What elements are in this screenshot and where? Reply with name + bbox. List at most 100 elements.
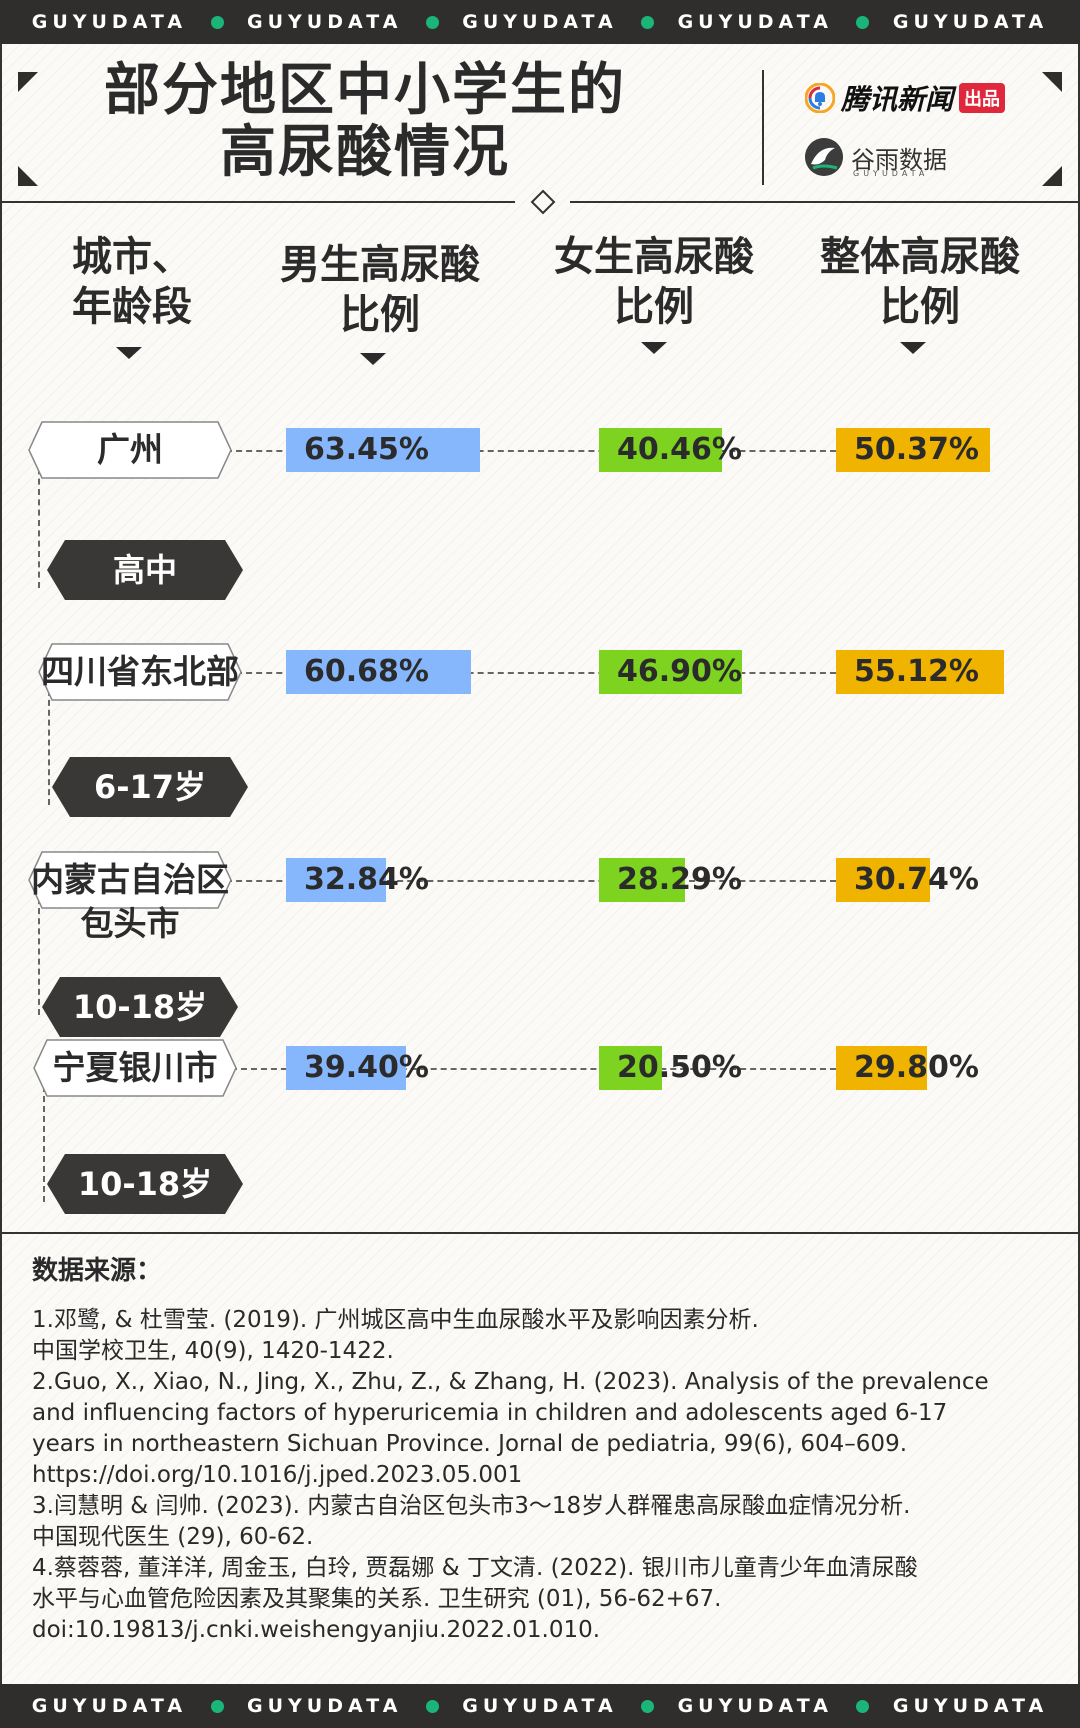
age-tag <box>52 757 248 817</box>
age-tag <box>47 1154 243 1214</box>
header-line: 城市、 <box>72 234 192 280</box>
boys-value-label: 32.84% <box>304 862 429 897</box>
source-line: 1.邓鹭, & 杜雪莹. (2019). 广州城区高中生血尿酸水平及影响因素分析… <box>32 1307 759 1333</box>
age-label: 高中 <box>112 551 177 589</box>
city-line: 宁夏银川市 <box>52 1048 218 1087</box>
boys-value-label: 39.40% <box>304 1050 429 1085</box>
city-pill <box>28 851 232 909</box>
header-overall: 整体高尿酸 比例 <box>790 232 1050 332</box>
guyu-logo: 谷雨数据 GUYUDATA <box>805 138 947 178</box>
source-line: https://doi.org/10.1016/j.jped.2023.05.0… <box>32 1462 523 1488</box>
city-line: 包头市 <box>80 904 180 943</box>
boys-bar <box>286 858 387 902</box>
band-word: GUYUDATA <box>677 1695 833 1717</box>
tencent-news-logo: 腾讯新闻 出品 <box>804 78 1006 118</box>
band-word: GUYUDATA <box>31 11 188 33</box>
header-line: 整体高尿酸 <box>820 234 1020 280</box>
girls-value-label: 40.46% <box>617 432 742 467</box>
sources-divider <box>0 1232 1080 1234</box>
tencent-badge: 出品 <box>959 83 1006 113</box>
bell-icon <box>804 82 836 114</box>
chevron-down-icon <box>116 347 142 359</box>
sources-heading: 数据来源： <box>32 1256 163 1286</box>
sources-section: 数据来源： 1.邓鹭, & 杜雪莹. (2019). 广州城区高中生血尿酸水平及… <box>32 1256 1042 1646</box>
source-line: 中国现代医生 (29), 60-62. <box>32 1524 314 1550</box>
corner-mark <box>1042 72 1062 92</box>
header-divider-right <box>570 201 1080 203</box>
girls-bar <box>599 858 686 902</box>
header-line: 比例 <box>880 284 960 330</box>
bottom-brand-band: GUYUDATA GUYUDATA GUYUDATA GUYUDATA GUYU… <box>0 1684 1080 1728</box>
age-label: 10-18岁 <box>77 1165 213 1203</box>
boys-value-label: 63.45% <box>304 432 429 467</box>
overall-bar <box>836 1046 927 1090</box>
guyu-text: 谷雨数据 <box>851 145 947 174</box>
band-dot <box>641 1699 655 1713</box>
band-word: GUYUDATA <box>892 1695 1049 1717</box>
frame-left <box>0 44 2 1684</box>
city-line: 四川省东北部 <box>41 652 239 691</box>
chevron-down-icon <box>641 342 667 354</box>
girls-bar <box>599 1046 662 1090</box>
overall-bar <box>836 650 1005 694</box>
source-line: and influencing factors of hyperuricemia… <box>32 1400 948 1426</box>
band-dot <box>856 15 870 29</box>
source-line: 2.Guo, X., Xiao, N., Jing, X., Zhu, Z., … <box>32 1369 989 1395</box>
city-pill <box>28 421 232 479</box>
source-line: 4.蔡蓉蓉, 董洋洋, 周金玉, 白玲, 贾磊娜 & 丁文清. (2022). … <box>32 1555 918 1581</box>
city-label: 宁夏银川市 <box>25 1046 245 1090</box>
source-line: 中国学校卫生, 40(9), 1420-1422. <box>32 1338 394 1364</box>
city-pill <box>38 643 242 701</box>
city-label: 内蒙古自治区 包头市 <box>20 858 240 946</box>
header-line: 年龄段 <box>72 284 192 330</box>
band-dot <box>425 1699 439 1713</box>
frame-right <box>1078 44 1080 1684</box>
chevron-down-icon <box>900 342 926 354</box>
chevron-down-icon <box>360 353 386 365</box>
age-tag <box>47 540 243 600</box>
overall-bar <box>836 858 930 902</box>
band-dot <box>856 1699 870 1713</box>
header-line: 女生高尿酸 <box>554 234 754 280</box>
corner-mark <box>18 72 38 92</box>
row-tie <box>38 888 40 1015</box>
band-word: GUYUDATA <box>462 11 618 33</box>
girls-value-label: 20.50% <box>617 1050 742 1085</box>
row-tie <box>43 1076 45 1202</box>
overall-value-label: 55.12% <box>854 654 979 689</box>
source-line: 水平与心血管危险因素及其聚集的关系. 卫生研究 (01), 56-62+67. <box>32 1586 722 1612</box>
row-tie <box>48 680 50 805</box>
header-girls: 女生高尿酸 比例 <box>524 232 784 332</box>
age-label: 10-18岁 <box>72 988 208 1026</box>
source-line: years in northeastern Sichuan Province. … <box>32 1431 908 1457</box>
age-tag <box>42 977 238 1037</box>
title-logo-divider <box>762 70 764 185</box>
girls-bar <box>599 650 743 694</box>
band-dot <box>425 15 439 29</box>
city-label: 四川省东北部 <box>30 650 250 694</box>
diamond-icon <box>530 189 556 215</box>
city-line: 广州 <box>97 430 163 469</box>
row-connector <box>226 450 836 452</box>
overall-value-label: 50.37% <box>854 432 979 467</box>
girls-value-label: 46.90% <box>617 654 742 689</box>
overall-value-label: 29.80% <box>854 1050 979 1085</box>
overall-bar <box>836 428 990 472</box>
source-line: 3.闫慧明 & 闫帅. (2023). 内蒙古自治区包头市3～18岁人群罹患高尿… <box>32 1493 911 1519</box>
girls-bar <box>599 428 723 472</box>
header-line: 比例 <box>340 292 420 338</box>
age-label: 6-17岁 <box>93 768 207 806</box>
girls-value-label: 28.29% <box>617 862 742 897</box>
band-word: GUYUDATA <box>247 11 403 33</box>
band-word: GUYUDATA <box>462 1695 618 1717</box>
boys-value-label: 60.68% <box>304 654 429 689</box>
city-pill <box>33 1039 237 1097</box>
header-city-age: 城市、 年龄段 <box>2 232 262 332</box>
city-label: 广州 <box>20 428 240 472</box>
band-word: GUYUDATA <box>892 11 1049 33</box>
page-title: 部分地区中小学生的 高尿酸情况 <box>40 60 690 184</box>
row-connector <box>236 672 836 674</box>
title-line: 高尿酸情况 <box>220 120 510 185</box>
row-tie <box>38 458 40 588</box>
